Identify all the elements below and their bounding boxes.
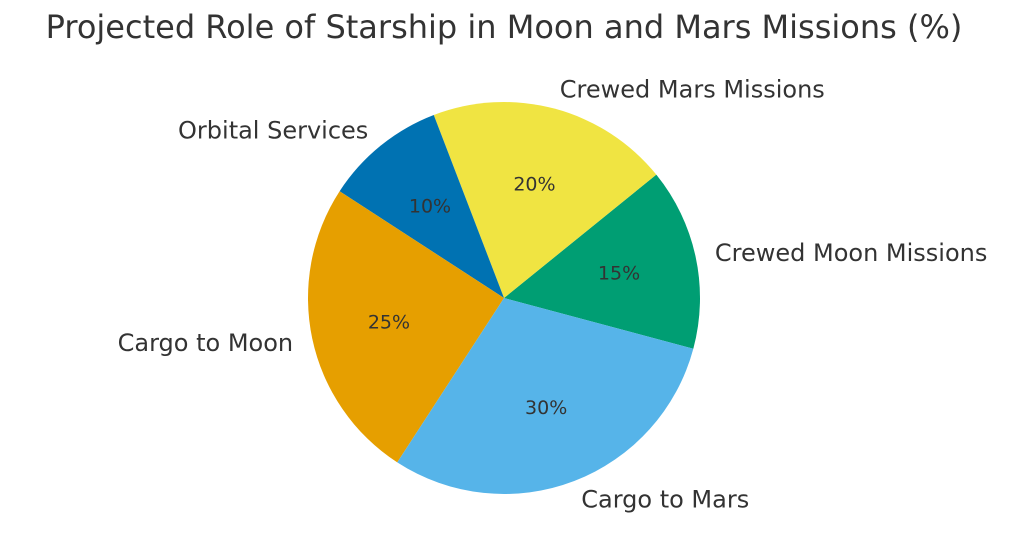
slice-cargo-to-mars [397, 298, 694, 494]
pie-slices [308, 102, 700, 494]
value-label-crewed-mars-missions: 20% [513, 173, 555, 195]
category-label-orbital-services: Orbital Services [178, 116, 368, 144]
category-label-cargo-to-moon: Cargo to Moon [118, 329, 293, 357]
slice-crewed-mars-missions [433, 102, 657, 298]
category-label-crewed-mars-missions: Crewed Mars Missions [560, 76, 825, 104]
category-label-cargo-to-mars: Cargo to Mars [581, 485, 749, 513]
value-label-cargo-to-mars: 30% [525, 397, 567, 419]
slice-orbital-services [339, 115, 504, 298]
value-label-orbital-services: 10% [409, 196, 451, 218]
value-label-cargo-to-moon: 25% [368, 311, 410, 333]
category-label-crewed-moon-missions: Crewed Moon Missions [715, 239, 987, 267]
slice-crewed-moon-missions [504, 174, 700, 349]
pie-labels: 15% Crewed Moon Missions 20% Crewed Mars Mi… [118, 76, 988, 514]
chart-title: Projected Role of Starship in Moon and M… [45, 8, 963, 46]
slice-cargo-to-moon [308, 191, 504, 463]
value-label-crewed-moon-missions: 15% [598, 263, 640, 285]
